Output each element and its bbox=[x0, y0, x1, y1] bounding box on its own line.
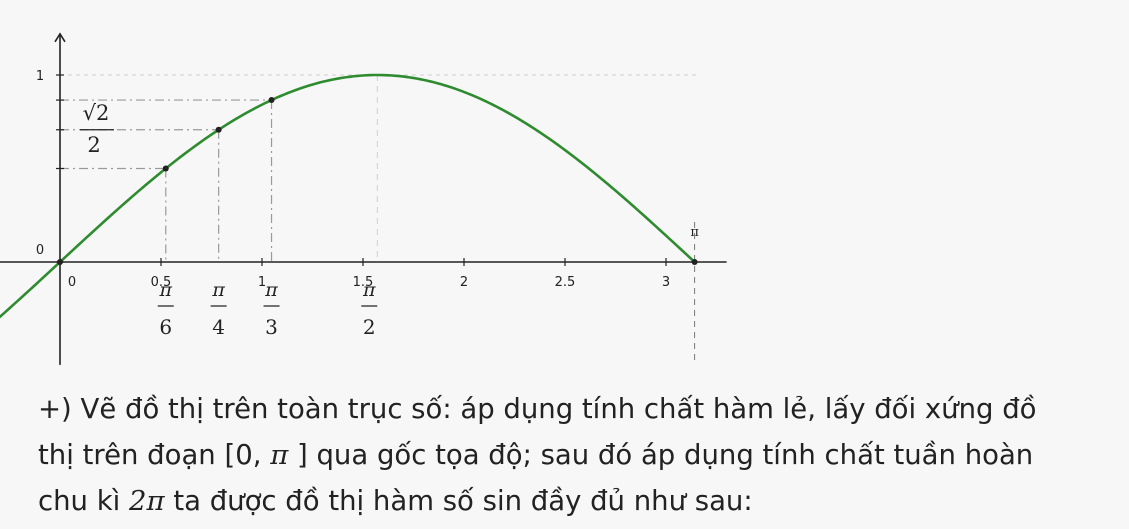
y-tick-label-0: 0 bbox=[36, 243, 44, 258]
marked-point-4 bbox=[691, 259, 698, 265]
marked-point-3 bbox=[268, 97, 275, 104]
marked-point-0 bbox=[57, 259, 63, 265]
x-tick-label-6: 3 bbox=[662, 275, 670, 290]
y-tick-label-1: 1 bbox=[36, 69, 44, 84]
pi-label-num-1: π bbox=[211, 279, 225, 301]
pi-end-label: π bbox=[690, 225, 699, 240]
x-tick-label-5: 2.5 bbox=[555, 275, 576, 290]
pi-label-den-0: 6 bbox=[159, 315, 172, 339]
marked-point-2 bbox=[215, 126, 222, 133]
paragraph-line-3-start: chu kì bbox=[38, 485, 130, 517]
pi-label-den-3: 2 bbox=[363, 315, 376, 339]
y-annotation-den: 2 bbox=[87, 133, 100, 157]
marked-point-1 bbox=[162, 165, 169, 172]
pi-label-num-3: π bbox=[362, 279, 376, 301]
y-annotation-num: √2 bbox=[83, 101, 110, 125]
paragraph-line-3: chu kì 2π ta được đồ thị hàm số sin đầy … bbox=[38, 478, 1118, 524]
y-axis-arrow bbox=[54, 32, 66, 43]
paragraph-line-2-end: ] qua gốc tọa độ; sau đó áp dụng tính ch… bbox=[288, 439, 1034, 471]
sine-curve bbox=[0, 73, 696, 319]
paragraph-line-3-end: ta được đồ thị hàm số sin đầy đủ như sau… bbox=[164, 485, 753, 517]
x-tick-label-2: 1 bbox=[258, 275, 266, 290]
x-tick-label-0: 0 bbox=[68, 275, 76, 290]
x-tick-label-1: 0.5 bbox=[151, 275, 172, 290]
pi-symbol: π bbox=[270, 439, 289, 471]
paragraph-line-2-start: thị trên đoạn [0, bbox=[38, 439, 271, 471]
x-tick-label-3: 1.5 bbox=[353, 275, 374, 290]
paragraph-line-2: thị trên đoạn [0, π ] qua gốc tọa độ; sa… bbox=[38, 432, 1118, 478]
period-2pi: 2π bbox=[129, 485, 165, 517]
pi-label-num-2: π bbox=[264, 279, 278, 301]
pi-label-num-0: π bbox=[159, 279, 173, 301]
paragraph-line-1: +) Vẽ đồ thị trên toàn trục số: áp dụng … bbox=[38, 393, 1037, 425]
explanation-paragraph: +) Vẽ đồ thị trên toàn trục số: áp dụng … bbox=[38, 386, 1118, 524]
x-tick-label-4: 2 bbox=[460, 275, 468, 290]
pi-label-den-2: 3 bbox=[265, 315, 278, 339]
pi-label-den-1: 4 bbox=[212, 315, 225, 339]
